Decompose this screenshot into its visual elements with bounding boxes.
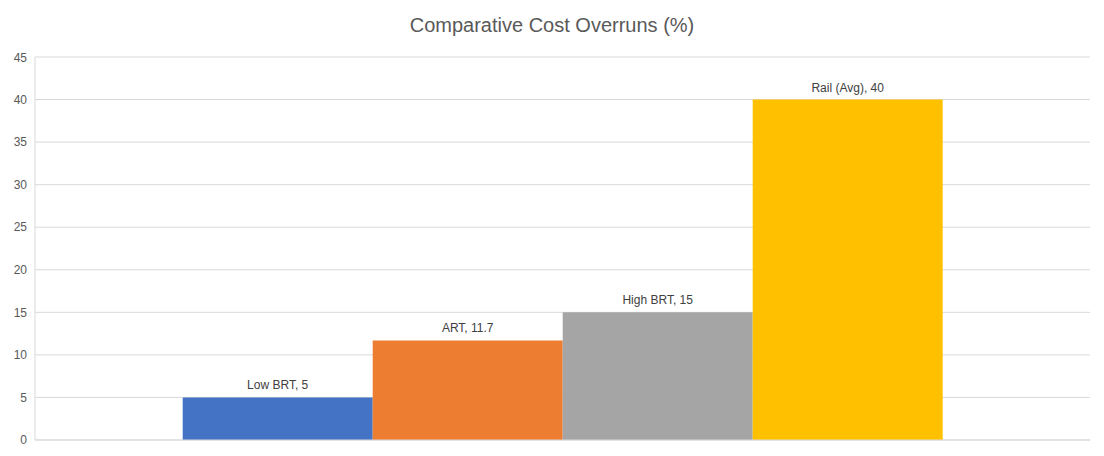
svg-text:ART, 11.7: ART, 11.7	[442, 321, 494, 335]
svg-text:0: 0	[20, 433, 27, 447]
svg-text:Rail (Avg), 40: Rail (Avg), 40	[811, 81, 884, 95]
svg-text:45: 45	[14, 51, 28, 65]
html-text:Comparative Cost Overruns (%): Comparative Cost Overruns (%)	[409, 14, 695, 36]
svg-text:40: 40	[14, 93, 28, 107]
svg-text:15: 15	[14, 306, 28, 320]
svg-text:Low BRT, 5: Low BRT, 5	[247, 378, 308, 392]
svg-text:35: 35	[14, 135, 28, 149]
svg-text:High BRT, 15: High BRT, 15	[622, 293, 693, 307]
svg-text:25: 25	[14, 220, 28, 234]
svg-text:10: 10	[14, 348, 28, 362]
svg-text:20: 20	[14, 263, 28, 277]
svg-text:5: 5	[20, 391, 27, 405]
svg-text:30: 30	[14, 178, 28, 192]
